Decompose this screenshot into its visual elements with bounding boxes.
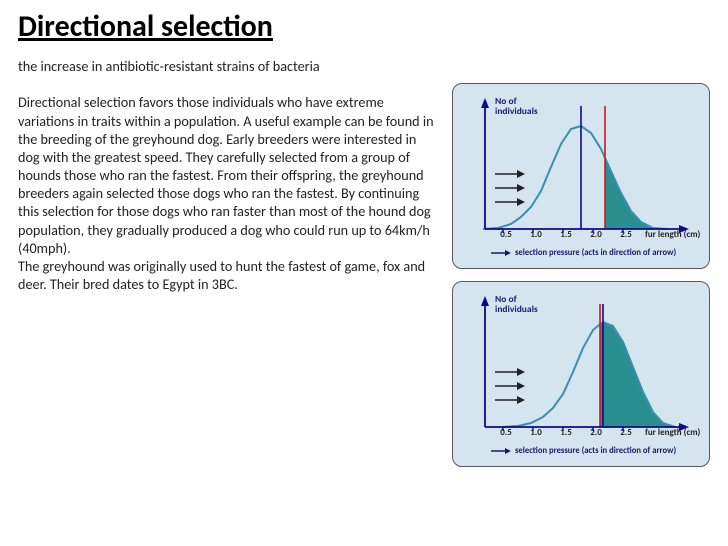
y-axis-label: No ofindividuals bbox=[495, 294, 538, 315]
body-paragraph: Directional selection favors those indiv… bbox=[18, 93, 440, 257]
chart-column: No ofindividuals 0.51.01.52.02.5fur leng… bbox=[452, 57, 710, 467]
x-ticks-2: 0.51.01.52.02.5fur length (cm) bbox=[491, 427, 695, 438]
pressure-row-2: selection pressure (acts in direction of… bbox=[489, 446, 695, 456]
x-ticks-1: 0.51.01.52.02.5fur length (cm) bbox=[491, 229, 695, 240]
pressure-arrow-icon bbox=[489, 446, 511, 456]
y-axis-label: No ofindividuals bbox=[495, 96, 538, 117]
pressure-label: selection pressure (acts in direction of… bbox=[515, 248, 676, 258]
pressure-arrow-icon bbox=[489, 248, 511, 258]
chart-panel-1: No ofindividuals 0.51.01.52.02.5fur leng… bbox=[452, 83, 710, 269]
intro-paragraph: the increase in antibiotic-resistant str… bbox=[18, 57, 440, 75]
pressure-row-1: selection pressure (acts in direction of… bbox=[489, 248, 695, 258]
chart-panel-2: No ofindividuals 0.51.01.52.02.5fur leng… bbox=[452, 281, 710, 467]
content-row: the increase in antibiotic-resistant str… bbox=[18, 57, 710, 467]
body-paragraph-2: The greyhound was originally used to hun… bbox=[18, 257, 440, 293]
pressure-label: selection pressure (acts in direction of… bbox=[515, 446, 676, 456]
page-title: Directional selection bbox=[18, 8, 710, 45]
body-text-column: the increase in antibiotic-resistant str… bbox=[18, 57, 440, 467]
